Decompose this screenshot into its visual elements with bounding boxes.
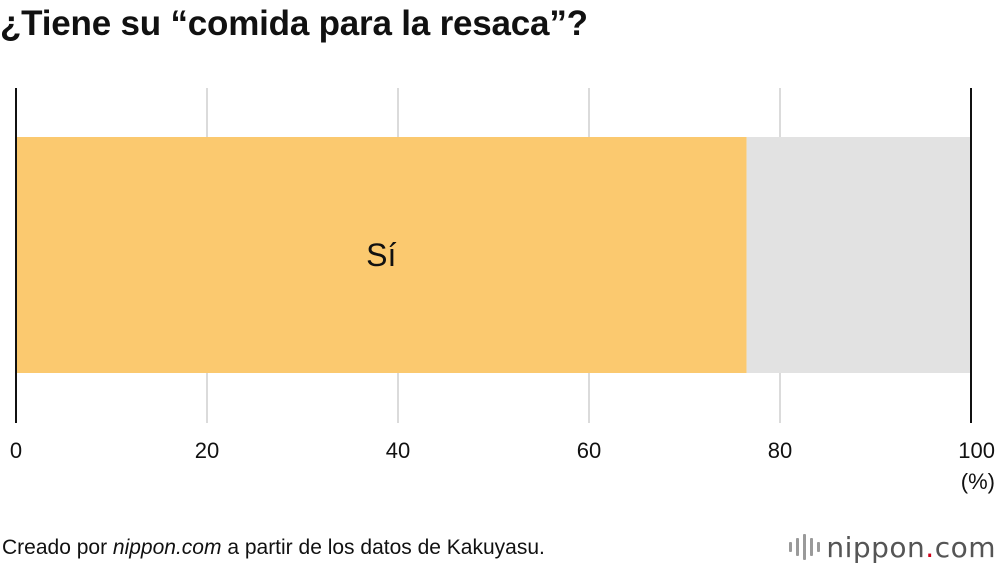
- logo-dot: .: [925, 530, 935, 564]
- unit-label: (%): [961, 469, 995, 494]
- tick-label-100: 100: [958, 438, 995, 463]
- bar-segments: Sí: [16, 137, 971, 373]
- bar-segment-other: [746, 137, 971, 373]
- source-prefix: Creado por: [2, 536, 113, 559]
- tick-label-80: 80: [768, 438, 792, 463]
- tick-label-60: 60: [577, 438, 601, 463]
- tick-label-40: 40: [386, 438, 410, 463]
- chart-title: ¿Tiene su “comida para la resaca”?: [0, 4, 588, 43]
- bar-segment-si: [16, 137, 747, 373]
- tick-labels: 0 20 40 60 80 100 (%): [10, 438, 995, 494]
- tick-label-20: 20: [195, 438, 219, 463]
- nippon-logo-icon: [789, 532, 821, 562]
- tick-label-0: 0: [10, 438, 22, 463]
- bar-label-si: Sí: [366, 237, 396, 273]
- axis-lines: [15, 88, 972, 423]
- bar-chart: Sí 0 20 40 60 80 100 (%): [10, 88, 995, 494]
- nippon-logo: nippon.com: [789, 530, 996, 564]
- source-site: nippon.com: [112, 536, 222, 559]
- source-note: Creado por nippon.com a partir de los da…: [2, 536, 545, 560]
- source-suffix: a partir de los datos de Kakuyasu.: [221, 536, 545, 559]
- logo-text: nippon.com: [826, 531, 996, 564]
- logo-tld: com: [934, 530, 996, 564]
- logo-name: nippon: [826, 530, 926, 564]
